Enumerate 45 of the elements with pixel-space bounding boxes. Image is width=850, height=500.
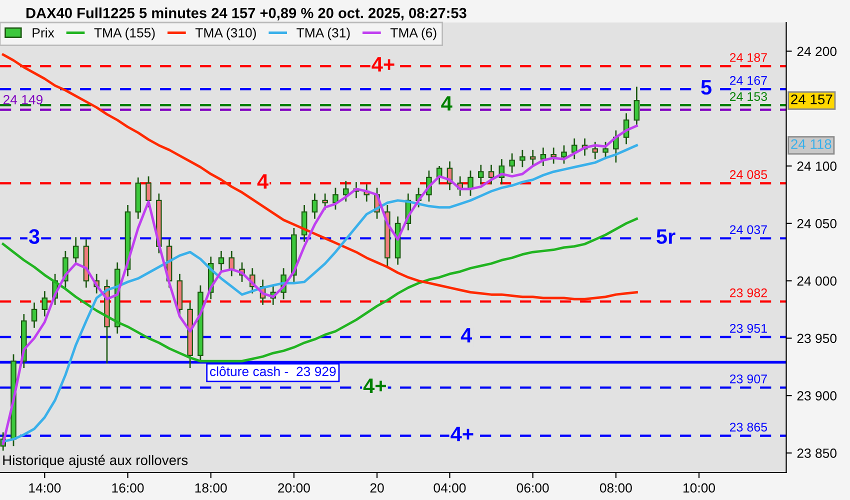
annotation: 4 xyxy=(257,174,268,189)
ref-line-label: 24 167 xyxy=(730,76,767,85)
legend-label: TMA (310) xyxy=(195,28,256,40)
y-tick-label: 24 100 xyxy=(797,162,837,171)
legend-label: Prix xyxy=(32,28,54,38)
annotation: 24 149 xyxy=(3,95,43,104)
y-tick-label: 24 200 xyxy=(797,46,837,56)
y-tick-label: 24 000 xyxy=(797,276,837,286)
y-tick-label: 23 950 xyxy=(797,334,837,344)
chart-title: DAX40 Full1225 5 minutes 24 157 +0,89 % 20 oct. 2025, 08:27:53 xyxy=(26,8,466,20)
legend-label: TMA (155) xyxy=(94,28,155,40)
x-tick-label: 04:00 xyxy=(434,483,466,493)
annotation: 3 xyxy=(28,229,40,244)
annotation: 4+ xyxy=(450,426,474,442)
x-tick-label: 10:00 xyxy=(684,483,715,493)
annotation: 4 xyxy=(441,96,452,111)
ref-line-label: 24 187 xyxy=(730,53,767,62)
ref-line-label: 24 085 xyxy=(730,170,768,180)
ref-line-label: 23 982 xyxy=(730,288,767,298)
annotation: 4+ xyxy=(363,378,386,393)
ref-line-label: 24 153 xyxy=(730,92,768,101)
y-tick-label: 23 900 xyxy=(797,391,837,400)
x-tick-label: 16:00 xyxy=(112,483,144,493)
annotation: 4 xyxy=(460,328,472,342)
legend-label: TMA (6) xyxy=(390,28,436,40)
ref-line-label: 23 907 xyxy=(730,374,767,384)
x-tick-label: 20:00 xyxy=(278,483,310,493)
annotation: 5r xyxy=(656,229,676,244)
x-tick-label: 18:00 xyxy=(195,483,227,493)
x-tick-label: 06:00 xyxy=(516,483,549,493)
text: 24 157 xyxy=(791,94,832,104)
annotation: 4+ xyxy=(372,57,394,72)
legend-label: TMA (31) xyxy=(296,28,350,40)
y-tick-label: 24 050 xyxy=(797,218,837,228)
x-tick-label: 08:00 xyxy=(600,483,632,493)
ref-line-label: 24 037 xyxy=(730,225,767,234)
x-tick-label: 14:00 xyxy=(29,483,61,493)
ref-line-label: 23 951 xyxy=(730,324,767,333)
ref-line-label: 23 865 xyxy=(730,422,768,432)
x-tick-label: 20 xyxy=(370,483,384,493)
text: 24 118 xyxy=(791,139,832,150)
annotation: clôture cash - 23 929 xyxy=(210,366,336,376)
y-tick-label: 23 850 xyxy=(797,448,837,458)
annotation: 5 xyxy=(701,80,712,95)
annotation: Historique ajusté aux rollovers xyxy=(3,454,188,468)
